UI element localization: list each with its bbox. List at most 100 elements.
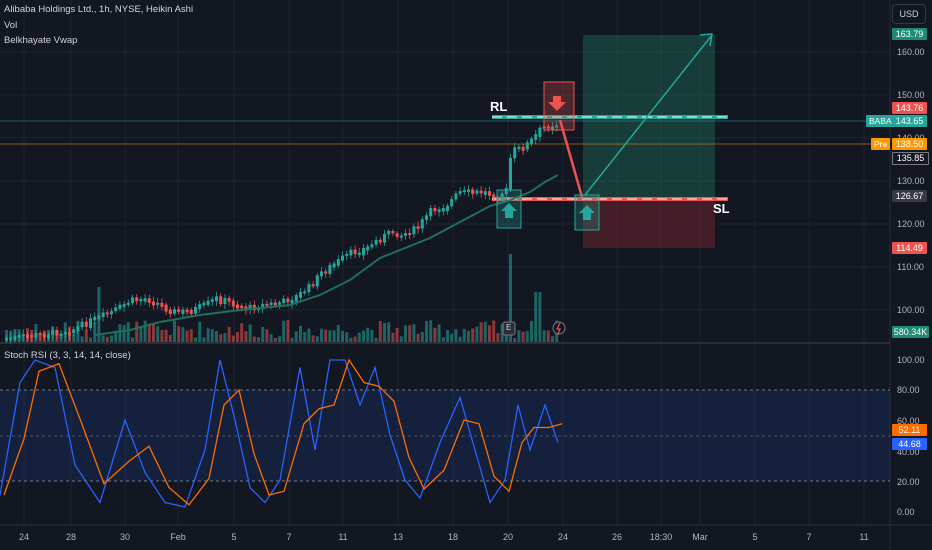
candle-body bbox=[135, 297, 139, 302]
buy-marker-box-1[interactable] bbox=[496, 189, 522, 229]
volume-bar bbox=[412, 324, 416, 342]
red-arrow-line[interactable] bbox=[558, 119, 584, 198]
volume-bar bbox=[290, 337, 294, 342]
candle-body bbox=[84, 321, 88, 327]
candle-body bbox=[34, 333, 38, 338]
candle-body bbox=[362, 248, 365, 256]
candle-body bbox=[551, 126, 554, 131]
candle-body bbox=[525, 142, 529, 150]
stoch-k-line bbox=[0, 359, 559, 508]
volume-bar bbox=[282, 320, 286, 342]
volume-bar bbox=[278, 336, 281, 342]
candle-body bbox=[93, 316, 97, 321]
price-tick: 100.00 bbox=[897, 305, 925, 315]
target-price-tag: 163.79 bbox=[892, 28, 927, 40]
symbol-legend[interactable]: Alibaba Holdings Ltd., 1h, NYSE, Heikin … bbox=[4, 4, 194, 15]
candle-body bbox=[555, 125, 559, 128]
volume-bar bbox=[152, 323, 155, 342]
volume-bar bbox=[383, 322, 386, 342]
loss-zone[interactable] bbox=[583, 198, 715, 248]
volume-bar bbox=[202, 337, 206, 342]
candle-body bbox=[303, 291, 307, 294]
volume-bar bbox=[135, 321, 139, 342]
candle-body bbox=[475, 190, 479, 194]
candle-body bbox=[530, 138, 533, 144]
volume-bar bbox=[231, 335, 235, 342]
volume-bar bbox=[462, 328, 466, 342]
rsi-tick: 100.00 bbox=[897, 355, 925, 365]
candle-body bbox=[114, 307, 118, 312]
candle-body bbox=[227, 298, 231, 302]
volume-bar bbox=[345, 332, 349, 342]
volume-bar bbox=[105, 336, 109, 342]
candle-body bbox=[118, 304, 122, 309]
volume-bar bbox=[349, 337, 353, 342]
candle-body bbox=[324, 271, 328, 274]
candle-body bbox=[454, 193, 458, 200]
target-arrow-line[interactable] bbox=[584, 34, 713, 196]
volume-bar bbox=[475, 326, 479, 342]
volume-bar bbox=[488, 325, 491, 342]
volume-bar bbox=[458, 336, 462, 342]
volume-bar bbox=[378, 320, 382, 342]
volume-bar bbox=[521, 331, 525, 342]
rl-price-tag: 143.76 bbox=[892, 102, 927, 114]
volume-bar bbox=[294, 331, 298, 342]
vwap-legend[interactable]: Belkhayate Vwap bbox=[4, 35, 78, 46]
time-tick: 18:30 bbox=[649, 532, 673, 542]
volume-bar bbox=[177, 326, 181, 342]
candle-body bbox=[101, 312, 105, 318]
volume-bar bbox=[93, 322, 97, 342]
candle-body bbox=[269, 302, 273, 306]
candle-body bbox=[76, 326, 80, 332]
volume-bar bbox=[454, 329, 458, 342]
candle-body bbox=[366, 246, 370, 251]
rsi-legend[interactable]: Stoch RSI (3, 3, 14, 14, close) bbox=[4, 350, 131, 361]
grid bbox=[0, 0, 890, 525]
volume-bar bbox=[320, 328, 323, 342]
candle-body bbox=[202, 302, 206, 306]
volume-bar bbox=[366, 327, 370, 342]
volume-bar bbox=[546, 330, 550, 342]
candle-body bbox=[441, 208, 445, 212]
candle-body bbox=[420, 219, 424, 229]
volume-bar bbox=[110, 335, 113, 342]
time-tick: 11 bbox=[338, 532, 348, 542]
volume-bar bbox=[534, 292, 538, 342]
candle-body bbox=[198, 304, 202, 310]
candle-body bbox=[122, 304, 126, 307]
candle-body bbox=[139, 298, 143, 302]
lightning-icon[interactable] bbox=[552, 321, 566, 335]
volume-bar bbox=[374, 337, 378, 342]
rl-label[interactable]: RL bbox=[490, 99, 508, 114]
stoch-d-tag: 44.68 bbox=[892, 438, 927, 450]
price-tick: 120.00 bbox=[897, 219, 925, 229]
volume-bar bbox=[286, 320, 290, 342]
volume-bar bbox=[101, 335, 105, 342]
candle-body bbox=[63, 332, 67, 335]
volume-bar bbox=[467, 330, 470, 342]
time-tick: 24 bbox=[557, 532, 569, 542]
symbol-tag: BABA bbox=[866, 115, 895, 127]
candle-body bbox=[311, 284, 315, 287]
candle-body bbox=[416, 226, 420, 229]
earnings-icon[interactable] bbox=[502, 321, 516, 336]
time-tick: 5 bbox=[231, 532, 237, 542]
candle-body bbox=[412, 226, 416, 235]
candle-body bbox=[471, 189, 475, 194]
volume-bar bbox=[483, 321, 487, 342]
candle-body bbox=[462, 189, 466, 192]
candle-body bbox=[538, 127, 542, 138]
volume-bar bbox=[542, 330, 546, 342]
candle-body bbox=[290, 299, 294, 304]
sl-label[interactable]: SL bbox=[713, 201, 730, 216]
candle-body bbox=[370, 244, 374, 248]
volume-bar bbox=[265, 329, 269, 342]
candle-body bbox=[467, 189, 470, 192]
candle-body bbox=[437, 209, 441, 213]
volume-bar bbox=[215, 331, 218, 342]
earnings-letter: E bbox=[506, 323, 512, 332]
currency-button[interactable]: USD bbox=[892, 4, 926, 24]
vol-legend[interactable]: Vol bbox=[4, 20, 18, 31]
